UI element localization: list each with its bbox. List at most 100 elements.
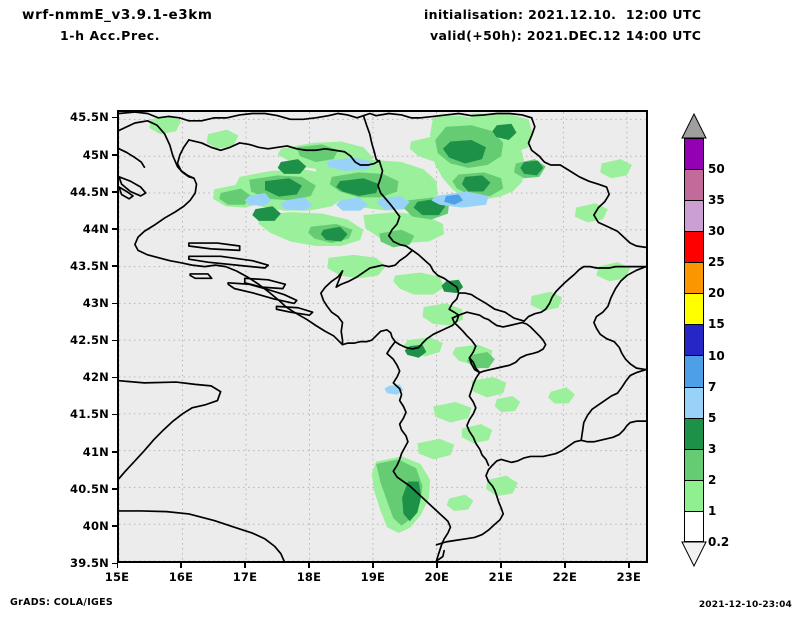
x-axis-tick — [500, 563, 502, 568]
precip-blob-band-3-5 — [336, 197, 368, 211]
x-axis-tick — [308, 563, 310, 568]
y-axis-label: 45N — [82, 147, 109, 162]
y-axis-label: 41N — [82, 444, 109, 459]
precip-blob-band-2-3 — [336, 178, 380, 196]
geo-island-hvar — [227, 281, 298, 305]
x-axis-tick — [180, 563, 182, 568]
precip-blob-band-0p2-1 — [149, 114, 182, 135]
precip-blob-band-0p2-1 — [446, 494, 474, 511]
colorbar-tick-label: 25 — [708, 255, 725, 270]
y-axis-tick — [112, 488, 117, 490]
grads-credit-label: GrADS: COLA/IGES — [10, 597, 114, 608]
model-name-label: wrf-nmmE_v3.9.1-e3km — [22, 7, 213, 23]
geo-island-vis — [189, 273, 213, 280]
geo-island-brac — [243, 277, 287, 290]
geo-island-rab — [119, 186, 134, 200]
colorbar-swatch — [684, 448, 704, 480]
x-axis-label: 23E — [616, 570, 642, 584]
y-axis-tick — [112, 451, 117, 453]
colorbar-tick-label: 10 — [708, 348, 725, 363]
precip-blob-band-2-3 — [320, 226, 348, 242]
precip-blob-band-3-5 — [244, 192, 272, 207]
geo-bih-serbia — [335, 164, 414, 288]
precipitation-field — [149, 113, 633, 534]
precip-blob-band-2-3 — [277, 159, 307, 174]
colorbar-tick-label: 7 — [708, 379, 717, 394]
colorbar-tick-label: 3 — [708, 441, 717, 456]
colorbar-swatch — [684, 355, 704, 387]
geo-island-krk — [119, 175, 147, 197]
valid-time-label: valid(+50h): 2021.DEC.12 14:00 UTC — [430, 28, 702, 43]
precip-blob-band-0p2-1 — [494, 396, 521, 413]
precip-blob-band-2-3 — [461, 175, 491, 192]
precipitation-map — [119, 112, 646, 561]
y-axis-tick — [112, 339, 117, 342]
geo-macedonia-west — [466, 371, 490, 467]
x-axis-tick — [564, 563, 566, 568]
y-axis-tick — [112, 302, 117, 305]
x-axis-tick — [628, 563, 630, 568]
y-axis-label: 44N — [82, 221, 109, 236]
precip-blob-band-3-5 — [327, 157, 373, 171]
geo-albania-coast — [386, 340, 452, 561]
y-axis-tick — [112, 525, 117, 527]
colorbar-tick-label: 35 — [708, 193, 725, 208]
y-axis-label: 43N — [82, 296, 109, 311]
geo-greece-north-inner — [580, 368, 646, 442]
geo-bulgaria-border — [593, 265, 646, 371]
y-axis-label: 43.5N — [70, 258, 109, 273]
colorbar-swatch — [684, 169, 704, 201]
y-axis-tick — [112, 191, 117, 193]
precip-blob-band-5-7 — [444, 194, 464, 205]
precip-blob-band-0p2-1 — [574, 203, 608, 223]
colorbar-swatch — [684, 386, 704, 418]
colorbar-tick-label: 15 — [708, 317, 725, 332]
precip-blob-band-3-5 — [280, 197, 313, 211]
geo-montenegro-bih — [320, 270, 344, 346]
y-axis-tick — [112, 265, 117, 267]
precip-blob-band-0p2-1 — [471, 376, 507, 398]
geo-bih-west-coast — [176, 139, 195, 180]
precip-blob-band-0p2-1 — [206, 129, 239, 149]
y-axis-tick — [112, 154, 117, 156]
x-axis-label: 15E — [104, 570, 130, 584]
coastline-and-borders — [119, 112, 646, 561]
geo-serbia-north — [375, 112, 533, 119]
y-axis-tick — [112, 413, 117, 416]
colorbar-swatch — [684, 293, 704, 325]
field-name-label: 1-h Acc.Prec. — [60, 28, 161, 43]
precip-blob-band-2-3 — [492, 123, 517, 140]
y-axis-label: 44.5N — [70, 184, 109, 199]
geo-danube-tributary — [362, 114, 381, 163]
colorbar-tick-label: 50 — [708, 162, 725, 177]
x-axis-label: 17E — [232, 570, 258, 584]
precip-blob-band-2-3 — [520, 160, 544, 176]
colorbar-swatch — [684, 479, 704, 511]
geo-montenegro-serbia — [341, 249, 460, 350]
colorbar-swatch — [684, 510, 704, 542]
x-axis-label: 19E — [360, 570, 386, 584]
geo-slovenia-border — [119, 112, 190, 122]
x-axis-label: 16E — [168, 570, 194, 584]
colorbar-tick-label: 0.2 — [708, 535, 730, 549]
colorbar-swatch — [684, 138, 704, 170]
geo-island-dugi — [188, 255, 270, 269]
geo-macedonia-border — [468, 356, 481, 374]
precip-blob-band-1-2 — [379, 229, 415, 248]
y-axis-tick — [112, 562, 117, 564]
geo-kosovo-serbia-north — [457, 292, 525, 322]
colorbar: 50 35 30 25 20 15 10 7 5 3 2 1 0.2 — [676, 112, 736, 568]
colorbar-swatches — [684, 138, 704, 542]
y-axis-label: 40N — [82, 518, 109, 533]
y-axis-label: 39.5N — [70, 556, 109, 570]
x-axis-tick — [116, 563, 118, 568]
geo-albania-greece — [435, 420, 646, 546]
initialisation-time-label: initialisation: 2021.12.10. 12:00 UTC — [424, 7, 702, 22]
geo-bih-croatia-north — [188, 139, 382, 166]
colorbar-swatch — [684, 262, 704, 294]
colorbar-tick-label: 2 — [708, 472, 717, 487]
precip-blob-band-0p2-1 — [530, 291, 563, 311]
y-axis-label: 45.5N — [70, 110, 109, 125]
geo-adriatic-coast-italy — [119, 379, 222, 480]
y-axis-label: 40.5N — [70, 481, 109, 496]
